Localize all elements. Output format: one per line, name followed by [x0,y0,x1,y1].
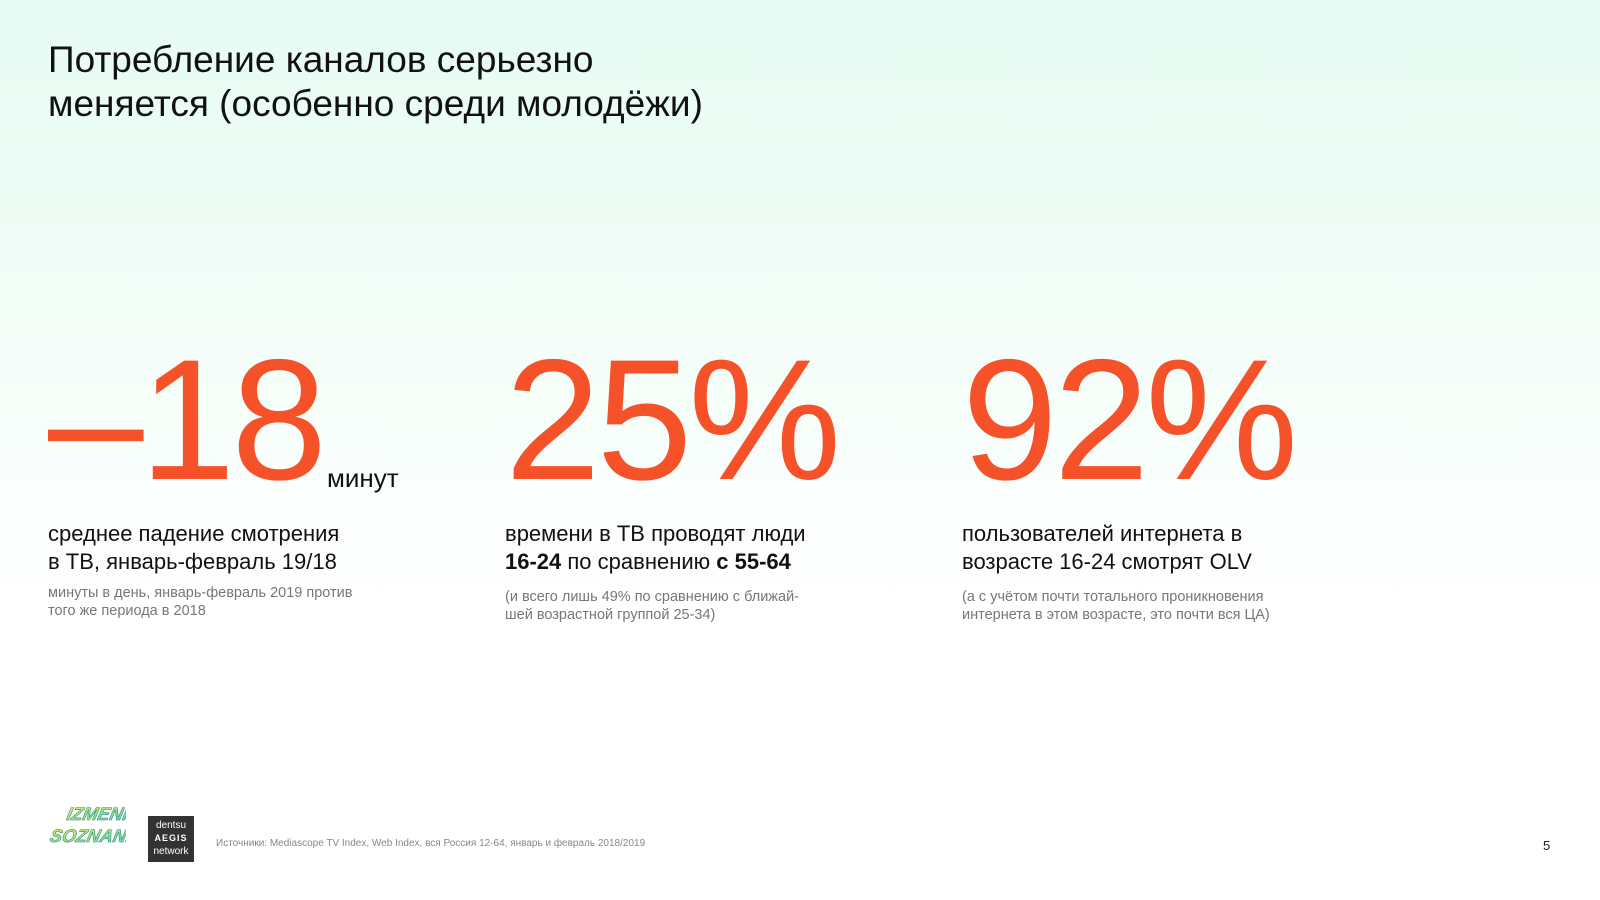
stat-number: –18 [48,324,327,516]
stat-description: среднее падение смотрения в ТВ, январь-фе… [48,520,468,576]
desc-line: в ТВ, январь-февраль 19/18 [48,549,337,574]
desc-line: возрасте 16-24 смотрят OLV [962,549,1252,574]
stat-value: 92% [962,324,1298,516]
slide-title: Потребление каналов серьезно меняется (о… [48,39,703,124]
svg-text:IZMENI: IZMENI [65,804,126,824]
page-number: 5 [1543,838,1551,853]
stat-value: –18 минут [48,334,468,506]
desc-bold: 16-24 [505,549,562,574]
stat-value: 25% [505,324,841,516]
logo-text: network [153,846,189,857]
stat-description: пользователей интернета в возрасте 16-24 … [962,520,1382,576]
desc-line: пользователей интернета в [962,521,1243,546]
stat-unit: минут [326,463,399,493]
svg-text:SOZNANIE: SOZNANIE [48,826,126,846]
stat-description: времени в ТВ проводят люди 16-24 по сравн… [505,520,925,576]
desc-line: среднее падение смотрения [48,521,340,546]
stat-olv: 92% пользователей интернета в возрасте 16… [962,324,1382,624]
stat-note: (и всего лишь 49% по сравнению с ближай-… [505,589,799,623]
stat-note: минуты в день, январь-февраль 2019 проти… [48,585,353,619]
izmeni-soznanie-logo: IZMENI SOZNANIE [48,804,126,846]
logo-text: AEGIS [154,833,188,843]
stat-tv-share: 25% времени в ТВ проводят люди 16-24 по с… [505,324,925,624]
logo-text: dentsu [155,820,187,831]
source-note: Источники: Mediascope TV Index, Web Inde… [216,838,646,849]
desc-text: по сравнению [561,549,717,574]
dentsu-aegis-logo: dentsu AEGIS network [148,816,194,862]
desc-line: времени в ТВ проводят люди [505,521,806,546]
stat-minutes: –18 минут среднее падение смотрения в ТВ, … [48,334,468,620]
desc-bold: с 55-64 [716,549,791,574]
stat-note: (а с учётом почти тотального проникновен… [962,589,1270,623]
